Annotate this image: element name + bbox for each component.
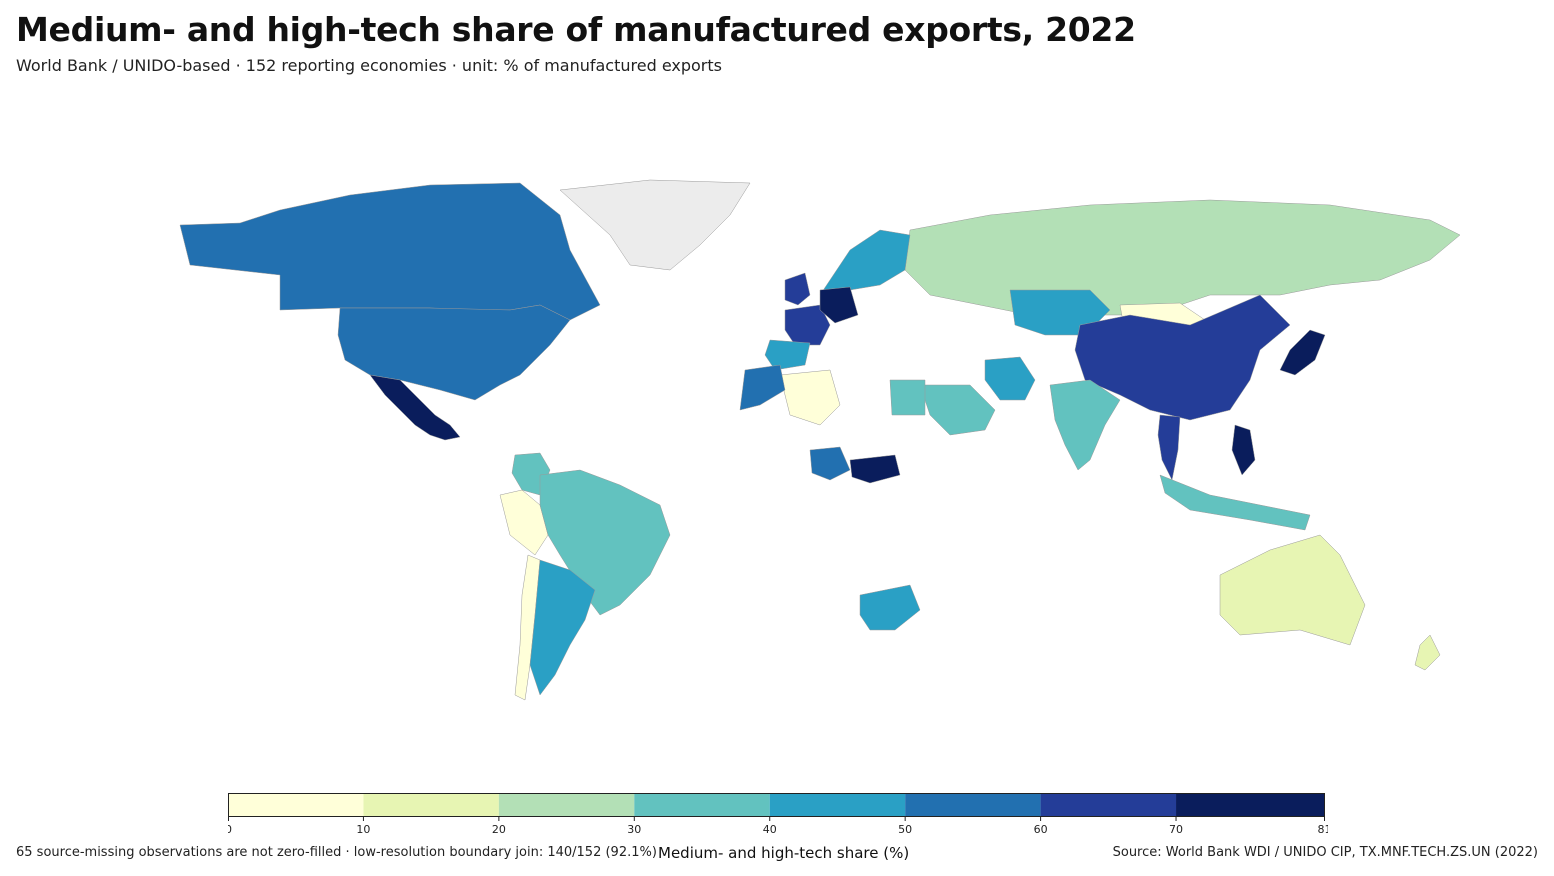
source-note: Source: World Bank WDI / UNIDO CIP, TX.M… [1112, 845, 1538, 860]
region-thailand [1157, 414, 1181, 481]
colorbar-bin [228, 793, 364, 817]
colorbar-bin [634, 793, 770, 817]
region-greenland [559, 179, 751, 271]
footnote: 65 source-missing observations are not z… [16, 845, 657, 860]
region-australia [1219, 534, 1366, 646]
colorbar: 0 10 20 30 40 50 60 70 81 [228, 793, 1328, 833]
colorbar-tick-label: 81 [1318, 823, 1329, 833]
region-mexico [369, 374, 461, 441]
region-argentina [529, 559, 596, 696]
region-united-kingdom [784, 272, 811, 306]
colorbar-tick-label: 40 [763, 823, 777, 833]
region-brazil [539, 469, 671, 616]
region-russia [904, 199, 1461, 316]
colorbar-bin [498, 793, 635, 817]
region-algeria [779, 369, 841, 426]
colorbar-tick-label: 20 [492, 823, 506, 833]
colorbar-bin [1040, 793, 1177, 817]
region-japan [1279, 329, 1326, 376]
region-canada [179, 182, 601, 321]
region-philippines [1231, 424, 1256, 476]
colorbar-tick-label: 50 [898, 823, 912, 833]
region-germany [819, 286, 859, 324]
region-new-zealand [1414, 634, 1441, 671]
region-central-african-rep- [849, 454, 901, 484]
region-egypt [889, 379, 926, 416]
region-spain [764, 339, 811, 371]
region-india [1049, 379, 1121, 471]
chart-title: Medium- and high-tech share of manufactu… [16, 10, 1136, 49]
colorbar-frame [228, 793, 1325, 817]
colorbar-tick-label: 10 [356, 823, 370, 833]
region-united-states [337, 304, 571, 401]
colorbar-tick-label: 0 [228, 823, 232, 833]
region-morocco [739, 364, 786, 411]
chart-subtitle: World Bank / UNIDO-based · 152 reporting… [16, 56, 722, 75]
colorbar-tick-label: 30 [627, 823, 641, 833]
region-nigeria [809, 446, 851, 481]
region-scandinavia [819, 229, 911, 296]
region-saudi-arabia [919, 384, 996, 436]
region-indonesia [1159, 474, 1311, 531]
region-south-africa [859, 584, 921, 631]
colorbar-tick-label: 70 [1169, 823, 1183, 833]
colorbar-bin [769, 793, 906, 817]
colorbar-bin [1176, 793, 1325, 817]
colorbar-bin [363, 793, 499, 817]
colorbar-tick-label: 60 [1034, 823, 1048, 833]
colorbar-bin [905, 793, 1041, 817]
world-map [179, 179, 1461, 701]
region-iran [984, 356, 1036, 401]
colorbar-label: Medium- and high-tech share (%) [658, 844, 910, 862]
